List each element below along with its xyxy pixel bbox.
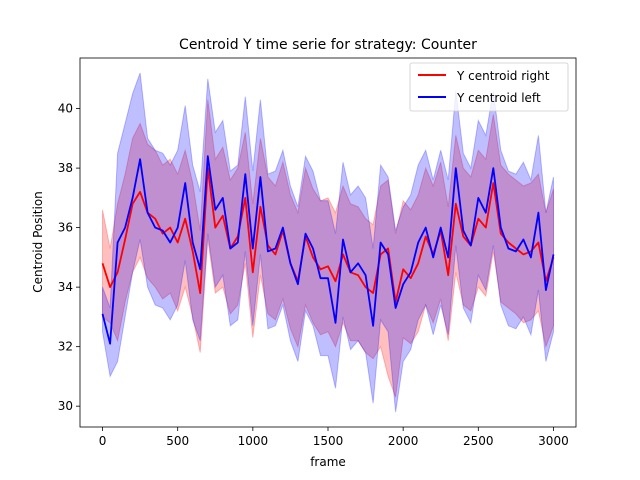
x-axis-label: frame bbox=[310, 455, 346, 469]
y-tick-label: 30 bbox=[58, 399, 73, 413]
x-tick-label: 2000 bbox=[388, 434, 419, 448]
y-tick-label: 40 bbox=[58, 102, 73, 116]
y-tick-label: 34 bbox=[58, 280, 73, 294]
legend-label-right: Y centroid right bbox=[456, 69, 550, 83]
y-tick-label: 36 bbox=[58, 221, 73, 235]
x-tick-label: 1000 bbox=[238, 434, 269, 448]
confidence-bands bbox=[102, 72, 554, 413]
x-tick-label: 3000 bbox=[538, 434, 569, 448]
line-series-0 bbox=[101, 167, 555, 303]
x-tick-label: 1500 bbox=[313, 434, 344, 448]
series-lines bbox=[101, 155, 555, 345]
y-tick-label: 38 bbox=[58, 161, 73, 175]
y-axis-label: Centroid Position bbox=[31, 191, 45, 293]
x-tick-label: 500 bbox=[166, 434, 189, 448]
chart-title: Centroid Y time serie for strategy: Coun… bbox=[179, 37, 477, 53]
x-tick-label: 0 bbox=[99, 434, 107, 448]
y-axis-ticks: 30 32 34 36 38 40 bbox=[58, 102, 80, 413]
line-series-1 bbox=[101, 155, 555, 345]
band-series-0 bbox=[102, 99, 554, 398]
legend-frame bbox=[409, 62, 569, 112]
x-axis-ticks: 0 500 1000 1500 2000 2500 3000 bbox=[99, 427, 569, 448]
legend: Y centroid right Y centroid left bbox=[409, 62, 569, 112]
legend-label-left: Y centroid left bbox=[456, 91, 541, 105]
y-tick-label: 32 bbox=[58, 340, 73, 354]
band-series-1 bbox=[102, 72, 554, 413]
x-tick-label: 2500 bbox=[463, 434, 494, 448]
